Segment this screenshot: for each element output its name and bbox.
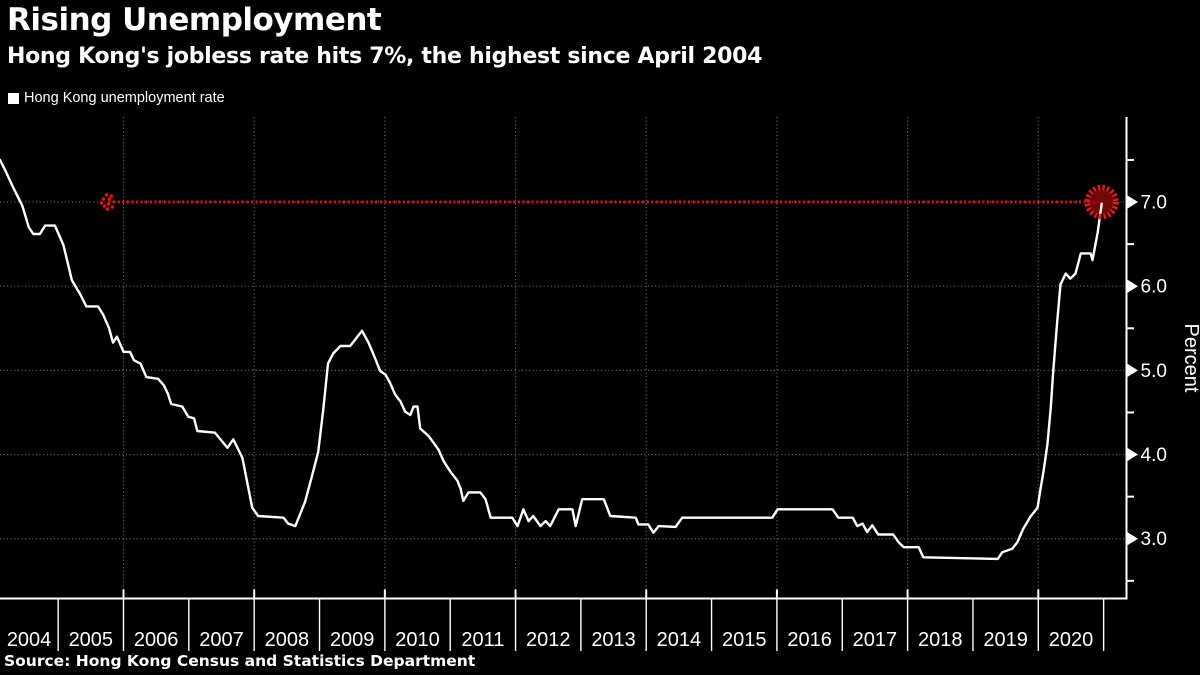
callout-start-marker-icon: [99, 201, 104, 205]
unemployment-rate-line: [0, 158, 1103, 561]
y-tick-arrow-icon: [1127, 363, 1138, 377]
x-tick-label: 2020: [1049, 629, 1094, 651]
x-tick-label: 2008: [265, 629, 310, 651]
x-tick-label: 2016: [787, 629, 832, 651]
callout-start-marker-icon: [106, 202, 111, 206]
chart-subtitle: Hong Kong's jobless rate hits 7%, the hi…: [7, 44, 763, 69]
x-tick-label: 2005: [69, 629, 114, 651]
x-tick-label: 2011: [461, 629, 504, 651]
x-tick-label: 2006: [134, 629, 179, 651]
x-tick-label: 2018: [918, 629, 963, 651]
x-tick-label: 2009: [330, 629, 375, 651]
legend-label: Hong Kong unemployment rate: [24, 90, 225, 106]
y-axis-title: Percent: [1180, 324, 1200, 393]
y-tick-arrow-icon: [1127, 448, 1138, 462]
y-tick-label: 7.0: [1141, 193, 1167, 214]
endpoint-circle-ring-icon: [1084, 184, 1119, 220]
callout-start-marker-icon: [109, 194, 114, 198]
x-tick-label: 2014: [657, 629, 702, 651]
x-tick-label: 2017: [853, 629, 898, 651]
source-credit: Source: Hong Kong Census and Statistics …: [4, 652, 476, 670]
y-tick-label: 4.0: [1141, 445, 1167, 466]
callout-start-marker-icon: [107, 197, 112, 201]
endpoint-circle-fill: [1089, 189, 1115, 215]
x-tick-label: 2013: [591, 629, 636, 651]
callout-start-marker-icon: [102, 204, 107, 208]
y-tick-label: 6.0: [1141, 277, 1167, 298]
y-tick-arrow-icon: [1127, 532, 1138, 546]
y-tick-arrow-icon: [1127, 279, 1138, 293]
x-tick-label: 2007: [199, 629, 244, 651]
chart-title: Rising Unemployment: [7, 2, 382, 38]
legend-swatch-icon: [8, 92, 19, 104]
callout-start-marker-icon: [104, 193, 109, 197]
x-tick-label: 2010: [395, 629, 440, 651]
y-tick-label: 5.0: [1141, 361, 1167, 382]
callout-start-marker-icon: [105, 207, 110, 211]
x-tick-label: 2015: [722, 629, 767, 651]
x-tick-label: 2019: [983, 629, 1028, 651]
x-tick-label: 2004: [7, 629, 52, 651]
callout-start-marker-icon: [110, 205, 115, 209]
x-tick-label: 2012: [526, 629, 571, 651]
legend: Hong Kong unemployment rate: [8, 90, 225, 106]
y-tick-arrow-icon: [1127, 195, 1138, 209]
y-tick-label: 3.0: [1141, 529, 1167, 550]
callout-start-marker-icon: [101, 197, 106, 201]
